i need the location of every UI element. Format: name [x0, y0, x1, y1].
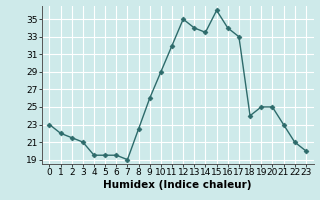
X-axis label: Humidex (Indice chaleur): Humidex (Indice chaleur) — [103, 180, 252, 190]
